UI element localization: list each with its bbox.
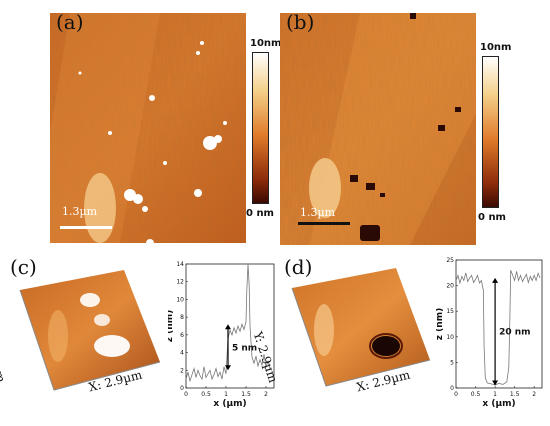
y-tick-label: 20: [446, 283, 454, 290]
x-tick-label: 0: [454, 391, 458, 398]
height-annotation: 5 nm: [232, 343, 257, 353]
colorbar-min-b: 0 nm: [478, 212, 506, 223]
afm-image-a-texture: [50, 13, 246, 243]
arrow-head-top: [225, 324, 231, 330]
y-tick-label: 8: [180, 314, 184, 321]
panel-label-a: (a): [56, 10, 84, 34]
height-profile-chart-d: 0 5 10 15 20 25 0 0.5 1 1.5 2 x (µm) z (nm) 20 nm: [436, 257, 543, 409]
height-annotation: 20 nm: [499, 328, 530, 338]
plot-frame: [185, 263, 275, 389]
scale-bar-label-a: 1.3µm: [62, 205, 98, 218]
x-tick-label: 0.5: [471, 391, 481, 398]
y-tick-label: 2: [180, 367, 184, 374]
y-axis-title: z (nm): [436, 308, 445, 340]
afm-image-b: [280, 13, 476, 245]
y-tick-label: 15: [446, 308, 454, 315]
x-tick-label: 0: [184, 391, 188, 398]
colorbar-min-a: 0 nm: [246, 208, 274, 219]
panel-label-b: (b): [286, 10, 315, 34]
y-tick-label: 12: [176, 279, 184, 286]
scale-bar-b: [298, 222, 350, 225]
colorbar-a: [252, 52, 269, 204]
profile-line: [185, 263, 273, 383]
y-tick-label: 4: [180, 350, 184, 357]
x-tick-label: 1: [493, 391, 497, 398]
panel-label-c: (c): [10, 255, 37, 279]
x-axis-title: x (µm): [213, 399, 246, 409]
panel-label-d: (d): [284, 255, 313, 279]
y-tick-label: 14: [176, 261, 184, 268]
x-tick-label: 1: [224, 391, 228, 398]
colorbar-b: [482, 56, 499, 208]
afm-3d-view-d: [291, 268, 431, 387]
afm-image-a: [50, 13, 246, 243]
arrow-head-bottom: [225, 365, 231, 371]
plot-frame: [455, 259, 543, 389]
arrow-head-bottom: [492, 380, 499, 386]
x-tick-label: 2: [532, 391, 536, 398]
arrow-head-top: [492, 277, 499, 283]
x-tick-label: 1.5: [241, 391, 251, 398]
y-tick-label: 10: [446, 334, 454, 341]
profile-line: [455, 270, 541, 386]
colorbar-max-b: 10nm: [480, 42, 512, 53]
y-tick-label: 0: [180, 385, 184, 392]
x-tick-label: 0.5: [201, 391, 211, 398]
y-tick-label: 6: [180, 332, 184, 339]
scale-bar-label-b: 1.3µm: [300, 206, 336, 219]
colorbar-max-a: 10nm: [250, 38, 282, 49]
x-tick-label: 2: [264, 391, 268, 398]
scale-bar-a: [60, 226, 112, 229]
height-profile-chart-c: 0 2 4 6 8 10 12 14 0 0.5 1 1.5 2 x (µm) z (nm) 5 nm: [168, 261, 275, 409]
afm-image-b-texture: [280, 13, 476, 245]
y-tick-label: 5: [450, 359, 454, 366]
y-axis-title: z (nm): [168, 310, 175, 342]
y-tick-label: 0: [450, 385, 454, 392]
x-tick-label: 1.5: [510, 391, 520, 398]
y-tick-label: 10: [176, 296, 184, 303]
x-axis-title: x (µm): [482, 399, 515, 409]
afm-3d-view-c: [19, 270, 161, 391]
y-tick-label: 25: [446, 257, 454, 264]
